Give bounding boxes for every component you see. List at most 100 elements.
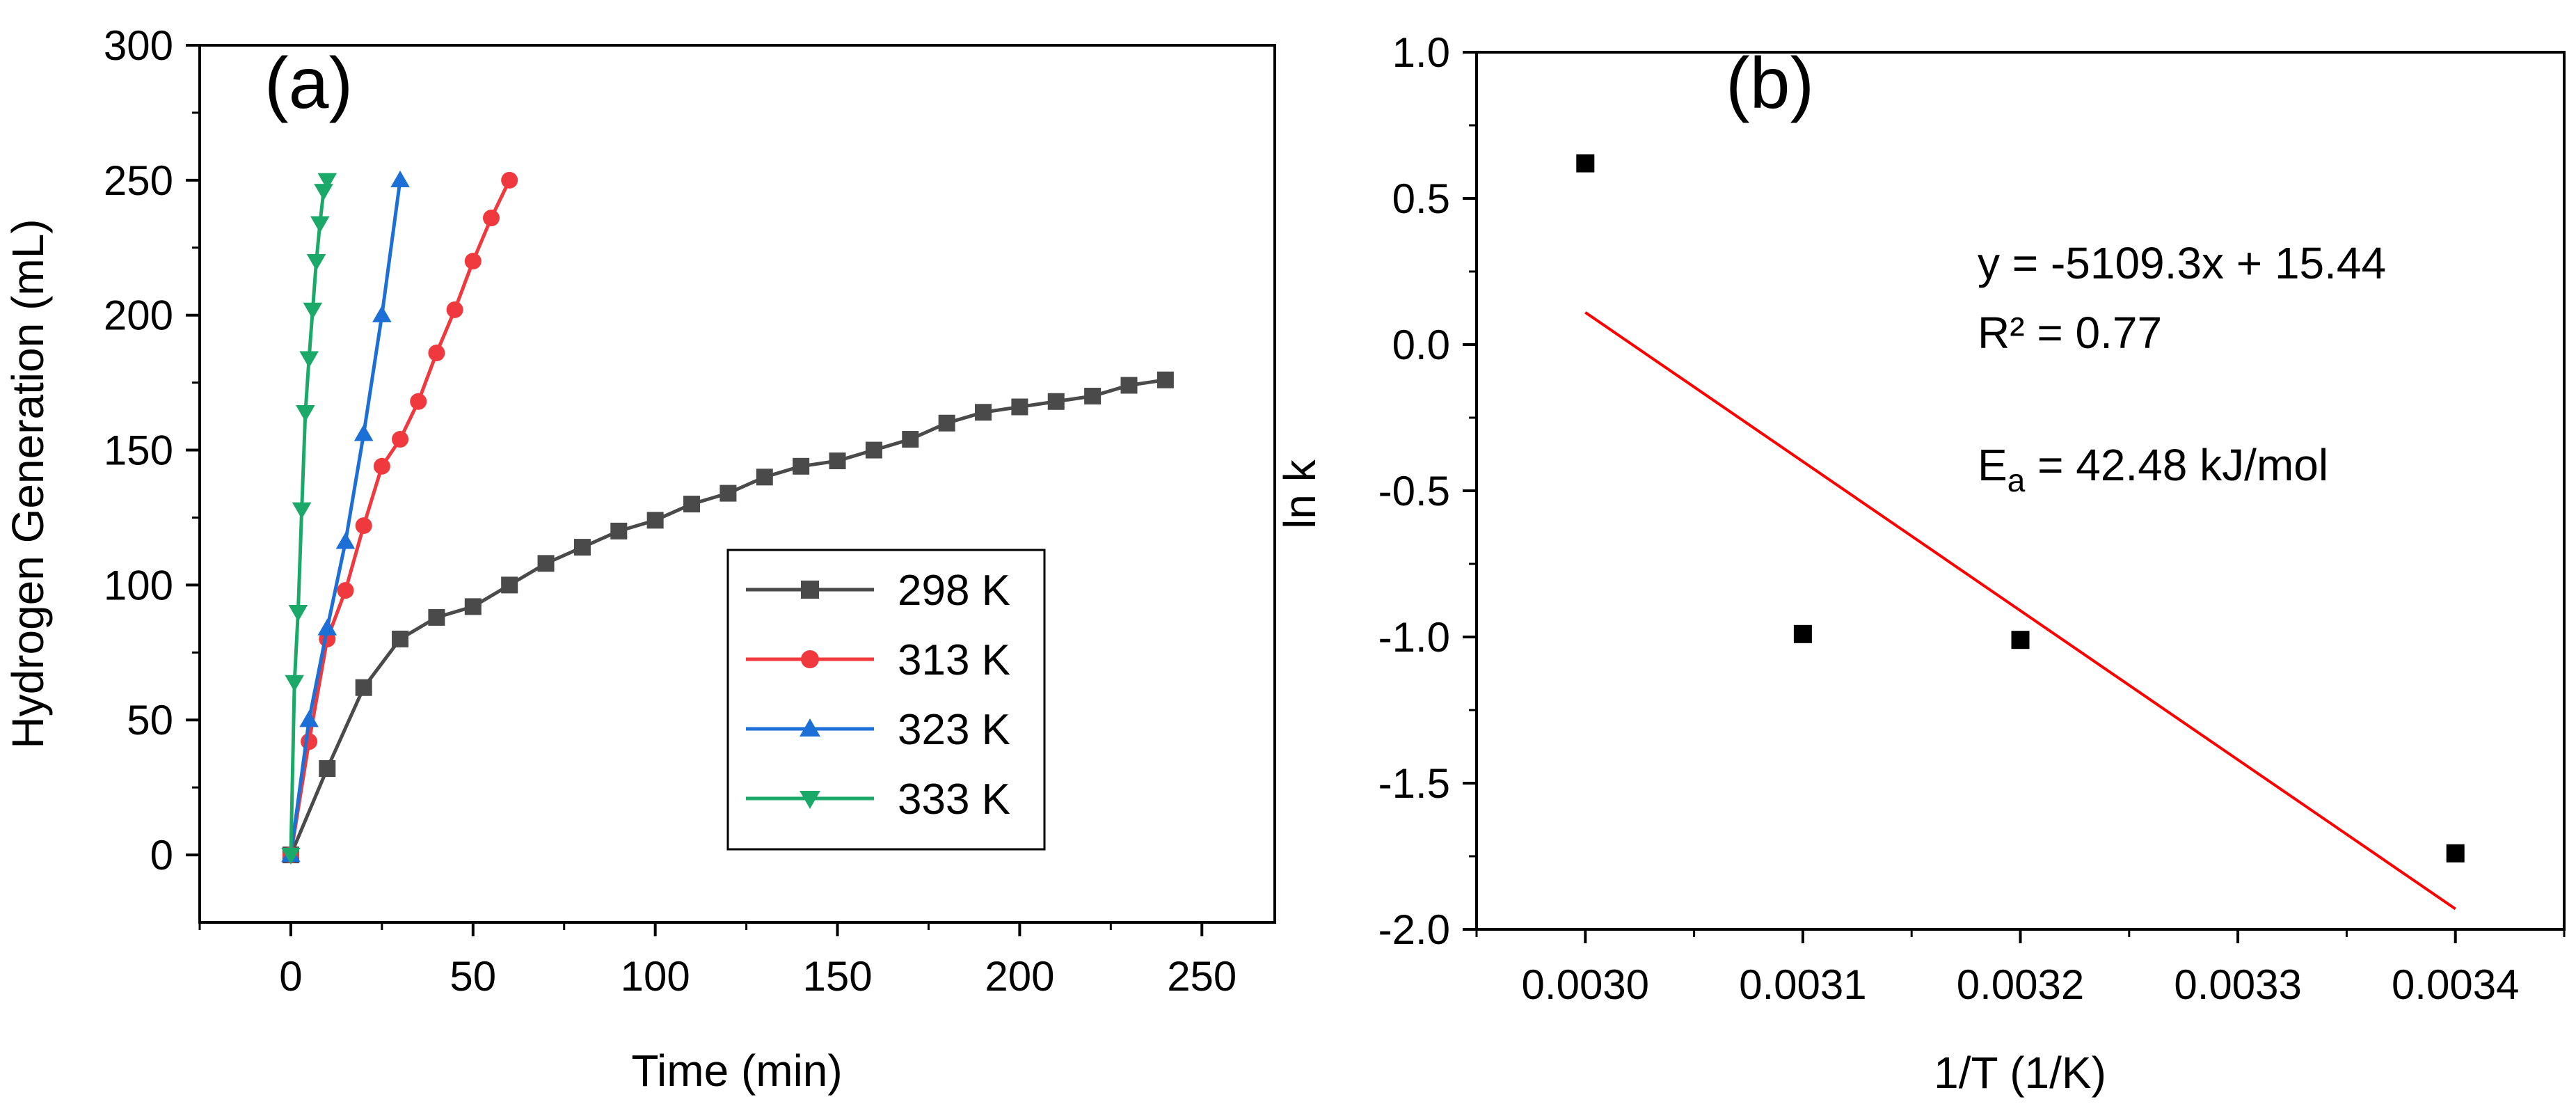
panel-a-plot-frame [198,44,1276,924]
data-point [464,598,482,615]
panel-b-arrhenius-chart: (b) 0.0030 0.0031 0.0032 0.0033 0.0034 1.0 0.5… [1275,29,2566,1098]
data-point [1011,398,1028,416]
legend-label: 298 K [898,567,1010,615]
data-point [464,253,482,270]
data-point [314,184,333,201]
a-x-tick-label: 100 [621,953,690,1000]
data-point [829,452,846,470]
b-x-tick-label: 0.0033 [2174,961,2302,1008]
data-point [756,469,773,486]
panel-b-plot-frame [1475,51,2566,931]
panel-b-x-axis-title: 1/T (1/K) [1934,1048,2106,1098]
panel-a-hydrogen-generation-chart: (a) 0 50 100 150 200 250 0 50 100 150 200 250 300 Ti… [3,22,1276,1096]
data-point [938,414,955,432]
data-point [335,532,356,549]
series-313-k [282,171,518,864]
legend-label: 323 K [898,706,1010,754]
data-point [501,171,518,189]
a-x-tick-label: 150 [802,953,872,1000]
b-y-tick-label: 1.0 [1392,29,1450,76]
data-point [446,301,463,318]
data-point [610,522,628,540]
panel-b-y-axis-title: ln k [1275,459,1325,529]
legend-label: 333 K [898,775,1010,824]
b-y-tick-label: -1.5 [1378,760,1450,807]
legend-marker [800,790,820,809]
a-y-tick-label: 100 [104,562,173,608]
b-x-tick-label: 0.0031 [1739,961,1867,1008]
data-point [390,171,410,188]
b-x-tick-label: 0.0032 [1957,961,2085,1008]
data-point [1576,154,1595,173]
data-point [317,618,337,636]
data-point [501,576,518,594]
data-point [306,253,326,271]
b-y-tick-label: -2.0 [1378,906,1450,953]
panel-a-legend: 298 K 313 K 323 K 333 K [726,549,1046,851]
activation-energy-symbol: E [1978,440,2007,490]
data-point [337,582,354,599]
data-point [299,351,319,368]
panel-a-ticks: 0 50 100 150 200 250 0 50 100 150 200 250 300 [104,22,1237,1000]
data-point [1120,377,1138,394]
series-323-k [281,171,410,863]
legend-marker [801,650,819,668]
legend-entry: 313 K [746,636,1010,684]
data-point [683,496,701,513]
data-point [319,760,336,778]
data-point [285,675,304,692]
a-y-tick-label: 300 [104,22,173,69]
data-point [428,608,445,626]
a-x-tick-label: 0 [279,953,302,1000]
a-y-tick-label: 200 [104,292,173,339]
b-y-tick-label: -1.0 [1378,614,1450,661]
data-point [355,679,372,696]
b-x-tick-label: 0.0030 [1522,961,1650,1008]
a-x-tick-label: 250 [1167,953,1237,1000]
r-squared: R² = 0.77 [1978,308,2162,358]
data-point [482,210,500,227]
data-point [1156,371,1174,388]
data-point [646,512,664,529]
data-point [865,441,882,459]
series-298-k [282,371,1174,864]
data-point [372,305,392,322]
activation-energy-subscript: a [2007,462,2026,498]
data-point [355,517,372,535]
b-y-tick-label: 0.0 [1392,322,1450,368]
legend-entry: 333 K [746,775,1010,824]
data-point [317,173,337,190]
b-y-tick-label: 0.5 [1392,175,1450,222]
fit-line [1584,311,2456,911]
legend-entry: 298 K [746,567,1010,615]
data-point [2011,631,2030,649]
panel-a-series [281,171,1174,865]
data-point [537,555,555,572]
data-point [310,216,330,233]
fit-equation: y = -5109.3x + 15.44 [1978,238,2386,288]
panel-b-label: (b) [1726,43,1814,124]
data-point [2446,844,2465,863]
data-point [1793,624,1812,643]
data-point [281,847,301,865]
data-point [292,502,312,519]
data-point [1047,393,1065,410]
data-point [392,630,409,647]
data-point [353,424,374,441]
series-line [289,179,511,856]
a-y-tick-label: 0 [150,832,173,879]
a-x-tick-label: 50 [450,953,496,1000]
a-y-tick-label: 150 [104,427,173,474]
data-point [301,733,318,750]
legend-marker [801,581,819,599]
data-point [428,344,445,361]
data-point [719,485,737,502]
data-point [303,302,323,320]
panel-a-label: (a) [264,43,353,124]
data-point [373,457,390,475]
data-point [410,393,427,410]
a-x-tick-label: 200 [985,953,1054,1000]
b-y-tick-label: -0.5 [1378,468,1450,514]
panel-a-y-axis-title: Hydrogen Generation (mL) [3,219,53,748]
